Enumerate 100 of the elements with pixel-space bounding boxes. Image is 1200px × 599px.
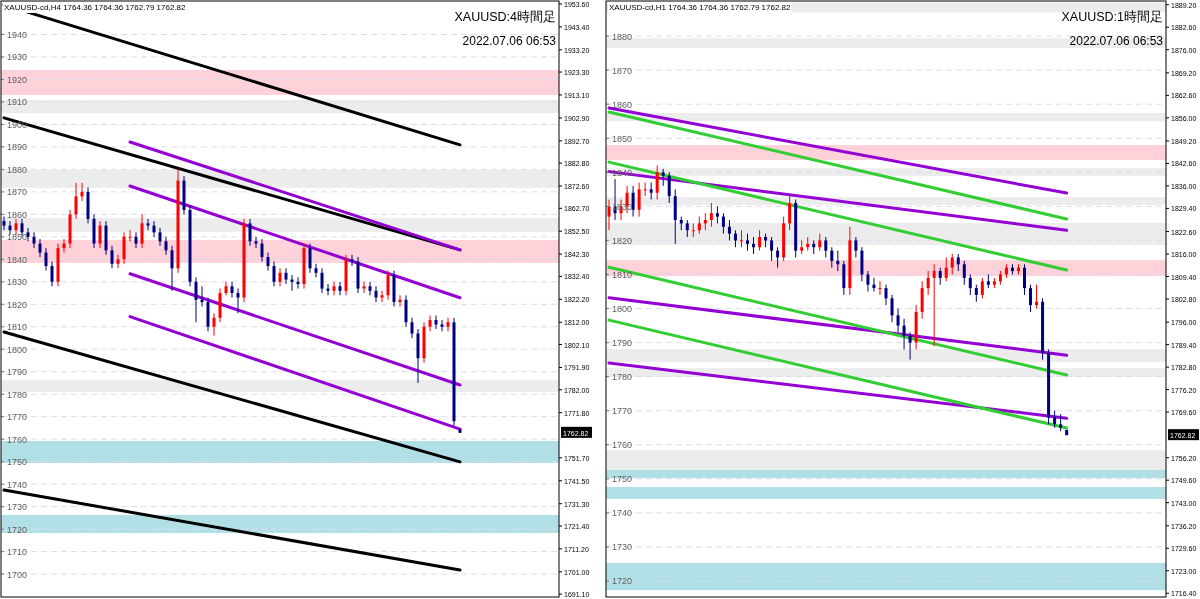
candlestick xyxy=(655,165,659,201)
candlestick xyxy=(968,273,972,296)
y-tick-label: 1840 xyxy=(612,167,633,178)
candlestick xyxy=(836,250,840,272)
candlestick xyxy=(902,318,906,350)
candlestick xyxy=(824,236,828,258)
y-tick-label: 1730 xyxy=(612,542,633,553)
candlestick xyxy=(230,281,234,299)
y-tick-label: 1770 xyxy=(7,412,28,423)
candlestick xyxy=(14,218,18,236)
y-tick-label: 1840 xyxy=(7,254,28,265)
candlestick xyxy=(266,252,270,272)
candlestick xyxy=(50,261,54,287)
candlestick xyxy=(739,229,743,248)
y-tick-label: 1900 xyxy=(7,119,28,130)
candlestick xyxy=(158,227,162,247)
candlestick xyxy=(44,247,48,272)
candlestick xyxy=(884,284,888,306)
header: XAUUSD-cd,H1 1764.36 1764.36 1762.79 1762.82 xyxy=(608,2,792,13)
candlestick xyxy=(140,213,144,249)
y-tick-label: 1880 xyxy=(612,31,633,42)
y-tick-label: 1750 xyxy=(7,457,28,468)
candlestick xyxy=(284,267,288,285)
candlestick xyxy=(404,294,408,328)
y-tick-label: 1870 xyxy=(7,187,28,198)
y-tick-label: 1740 xyxy=(612,508,633,519)
candlestick xyxy=(926,270,930,296)
candlestick xyxy=(721,212,725,235)
candlestick xyxy=(2,216,6,231)
y-tick-label: 1830 xyxy=(7,277,28,288)
candlestick xyxy=(1035,284,1039,310)
y-tick-label: 1810 xyxy=(7,322,28,333)
candlestick xyxy=(446,317,450,332)
candlestick xyxy=(368,281,372,296)
candlestick xyxy=(770,236,774,262)
candlestick xyxy=(80,182,84,202)
candlestick xyxy=(374,285,378,303)
candlestick xyxy=(248,218,252,247)
candlestick xyxy=(980,277,984,299)
y-tick-label: 1810 xyxy=(612,269,633,280)
y-tick-label: 1760 xyxy=(7,434,28,445)
text: XAUUSD:1時間足 xyxy=(1061,10,1163,24)
y-tick-label: 1780 xyxy=(612,372,633,383)
candlestick xyxy=(152,220,156,238)
candlestick xyxy=(866,270,870,293)
y-tick-label: 1930 xyxy=(7,52,28,63)
y-tick-label: 1880 xyxy=(7,164,28,175)
candlestick xyxy=(26,227,30,242)
y-tick-label: 1860 xyxy=(7,209,28,220)
candlestick xyxy=(788,195,792,231)
y-tick-label: 1790 xyxy=(612,338,633,349)
y-tick-label: 1820 xyxy=(612,235,633,246)
y-tick-label: 1740 xyxy=(7,479,28,490)
y-tick-label: 1940 xyxy=(7,30,28,40)
candlestick xyxy=(194,276,198,323)
candlestick xyxy=(38,238,42,258)
candlestick xyxy=(278,267,282,287)
candlestick xyxy=(332,281,336,296)
candlestick xyxy=(308,243,312,274)
candlestick xyxy=(758,229,762,252)
candlestick xyxy=(146,218,150,231)
candlestick xyxy=(854,236,858,258)
y-tick-label: 1920 xyxy=(7,74,28,85)
candlestick xyxy=(98,220,102,249)
candlestick xyxy=(62,238,66,254)
candlestick xyxy=(896,308,900,333)
y-tick-label: 1890 xyxy=(7,142,28,153)
text: XAUUSD:4時間足 xyxy=(454,10,556,24)
candlestick xyxy=(428,315,432,332)
candlestick xyxy=(32,231,36,249)
candlestick xyxy=(944,256,948,282)
candlestick xyxy=(224,281,228,296)
candlestick xyxy=(434,315,438,330)
candlestick xyxy=(116,254,120,269)
y-tick-label: 1770 xyxy=(612,406,633,417)
y-tick-label: 1850 xyxy=(612,133,633,144)
candlestick xyxy=(164,236,168,256)
candlestick xyxy=(410,317,414,339)
y-tick-label: 1800 xyxy=(7,344,28,355)
candlestick xyxy=(380,290,384,303)
candlestick xyxy=(272,261,276,287)
candlestick xyxy=(860,246,864,282)
candlestick xyxy=(110,245,114,269)
candlestick xyxy=(673,188,677,245)
text: 2022.07.06 06:53 xyxy=(1069,34,1164,48)
candlestick xyxy=(134,231,138,249)
candlestick xyxy=(1029,284,1033,313)
candlestick xyxy=(890,294,894,323)
candlestick xyxy=(950,253,954,275)
y-tick-label: 1860 xyxy=(612,99,633,110)
y-tick-label: 1760 xyxy=(612,440,633,451)
candlestick xyxy=(236,288,240,314)
candlestick xyxy=(667,171,671,204)
candlestick xyxy=(637,182,641,218)
y-tick-label: 1700 xyxy=(7,569,28,580)
y-tick-label: 1730 xyxy=(7,502,28,513)
header: XAUUSD-cd,H4 1764.36 1764.36 1762.79 1762.82 xyxy=(3,2,187,13)
text: 2022.07.06 06:53 xyxy=(462,34,557,48)
y-tick-label: 1870 xyxy=(612,65,633,76)
candlestick xyxy=(254,236,258,249)
